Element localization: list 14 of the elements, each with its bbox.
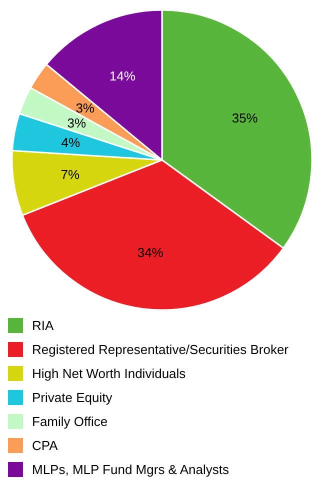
legend-label: RIA	[32, 318, 54, 333]
legend-label: Family Office	[32, 414, 108, 429]
data-label: 7%	[60, 167, 80, 182]
legend-label: MLPs, MLP Fund Mgrs & Analysts	[32, 462, 230, 477]
data-label: 3%	[67, 116, 86, 131]
legend-label: High Net Worth Individuals	[32, 366, 186, 381]
legend-label: Private Equity	[32, 390, 113, 405]
data-label: 35%	[232, 110, 258, 126]
data-label: 14%	[109, 68, 136, 84]
data-label: 3%	[76, 100, 95, 116]
data-label: 4%	[61, 135, 80, 150]
data-label: 34%	[137, 244, 164, 260]
legend-label: Registered Representative/Securities Broker	[32, 342, 290, 357]
legend-label: CPA	[32, 438, 58, 453]
